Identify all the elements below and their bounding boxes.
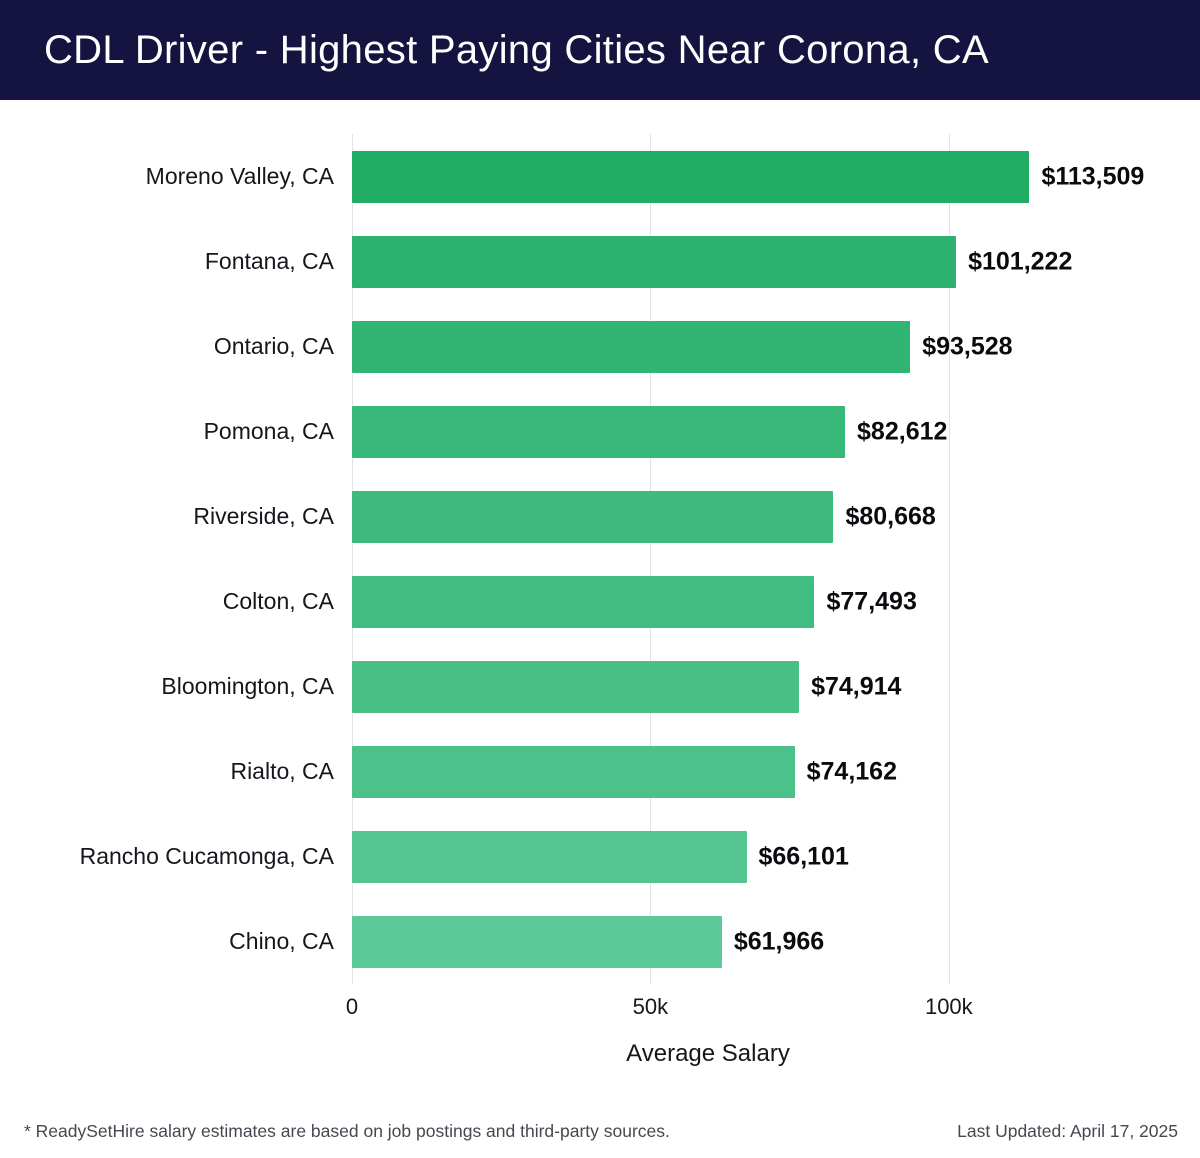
salary-value: $74,914 bbox=[811, 672, 902, 700]
salary-value: $82,612 bbox=[857, 417, 948, 445]
salary-value: $93,528 bbox=[922, 332, 1013, 360]
salary-bar bbox=[352, 405, 846, 458]
x-tick-label: 0 bbox=[345, 994, 359, 1019]
footer: * ReadySetHire salary estimates are base… bbox=[24, 1121, 1178, 1142]
salary-bar bbox=[352, 575, 815, 628]
bar-row: Ontario, CA $93,528 bbox=[0, 304, 1200, 389]
city-label: Ontario, CA bbox=[213, 333, 334, 359]
bar-row: Riverside, CA $80,668 bbox=[0, 474, 1200, 559]
bar-plot-cell: $93,528 bbox=[352, 304, 1064, 389]
bar-rows: Moreno Valley, CA $113,509 Fontana, CA $101… bbox=[0, 134, 1200, 984]
x-axis-label: Average Salary bbox=[626, 1040, 790, 1067]
bar-plot-cell: $77,493 bbox=[352, 559, 1064, 644]
bar-plot-cell: $74,914 bbox=[352, 644, 1064, 729]
title-bar: CDL Driver - Highest Paying Cities Near … bbox=[0, 0, 1200, 100]
salary-bar bbox=[352, 235, 957, 288]
city-label: Bloomington, CA bbox=[161, 673, 334, 699]
salary-value: $113,509 bbox=[1041, 162, 1145, 190]
salary-bar bbox=[352, 830, 747, 883]
salary-value: $101,222 bbox=[968, 247, 1073, 275]
city-label: Moreno Valley, CA bbox=[145, 163, 334, 189]
bar-row: Moreno Valley, CA $113,509 bbox=[0, 134, 1200, 219]
gridline bbox=[650, 134, 652, 984]
salary-value: $80,668 bbox=[845, 502, 936, 530]
salary-value: $66,101 bbox=[758, 842, 849, 870]
city-label: Fontana, CA bbox=[204, 248, 334, 274]
x-axis: 0 50k 100k bbox=[0, 984, 1200, 1030]
bar-row: Colton, CA $77,493 bbox=[0, 559, 1200, 644]
bar-row: Rialto, CA $74,162 bbox=[0, 729, 1200, 814]
x-tick-label: 100k bbox=[924, 994, 973, 1019]
bar-plot-cell: $80,668 bbox=[352, 474, 1064, 559]
gridline bbox=[948, 134, 950, 984]
bar-plot-cell: $113,509 bbox=[352, 134, 1144, 219]
bar-plot-cell: $82,612 bbox=[352, 389, 1064, 474]
last-updated: Last Updated: April 17, 2025 bbox=[957, 1121, 1178, 1141]
salary-bar bbox=[352, 490, 834, 543]
city-label: Colton, CA bbox=[222, 588, 334, 614]
city-label: Riverside, CA bbox=[193, 503, 334, 529]
source-note: * ReadySetHire salary estimates are base… bbox=[24, 1121, 670, 1141]
salary-bar bbox=[352, 915, 722, 968]
bar-row: Bloomington, CA $74,914 bbox=[0, 644, 1200, 729]
chart-title: CDL Driver - Highest Paying Cities Near … bbox=[44, 27, 989, 72]
salary-bar bbox=[352, 660, 800, 713]
bar-plot-cell: $101,222 bbox=[352, 219, 1072, 304]
bar-plot-cell: $66,101 bbox=[352, 814, 1064, 899]
city-label: Rancho Cucamonga, CA bbox=[79, 843, 334, 869]
bar-row: Fontana, CA $101,222 bbox=[0, 219, 1200, 304]
bar-row: Chino, CA $61,966 bbox=[0, 899, 1200, 984]
salary-bar bbox=[352, 745, 795, 798]
salary-bar bbox=[352, 150, 1030, 203]
gridline bbox=[352, 134, 353, 984]
bar-chart: Moreno Valley, CA $113,509 Fontana, CA $101… bbox=[0, 134, 1200, 1068]
salary-value: $74,162 bbox=[806, 757, 897, 785]
salary-value: $61,966 bbox=[733, 927, 825, 955]
bar-plot-cell: $61,966 bbox=[352, 899, 1064, 984]
city-label: Rialto, CA bbox=[230, 758, 334, 784]
bar-row: Pomona, CA $82,612 bbox=[0, 389, 1200, 474]
salary-value: $77,493 bbox=[826, 587, 917, 615]
city-label: Pomona, CA bbox=[203, 418, 334, 444]
salary-bar bbox=[352, 320, 911, 373]
x-tick-label: 50k bbox=[632, 994, 669, 1019]
plot-area: Moreno Valley, CA $113,509 Fontana, CA $101… bbox=[0, 134, 1200, 984]
bar-row: Rancho Cucamonga, CA $66,101 bbox=[0, 814, 1200, 899]
bar-plot-cell: $74,162 bbox=[352, 729, 1064, 814]
city-label: Chino, CA bbox=[229, 928, 334, 954]
